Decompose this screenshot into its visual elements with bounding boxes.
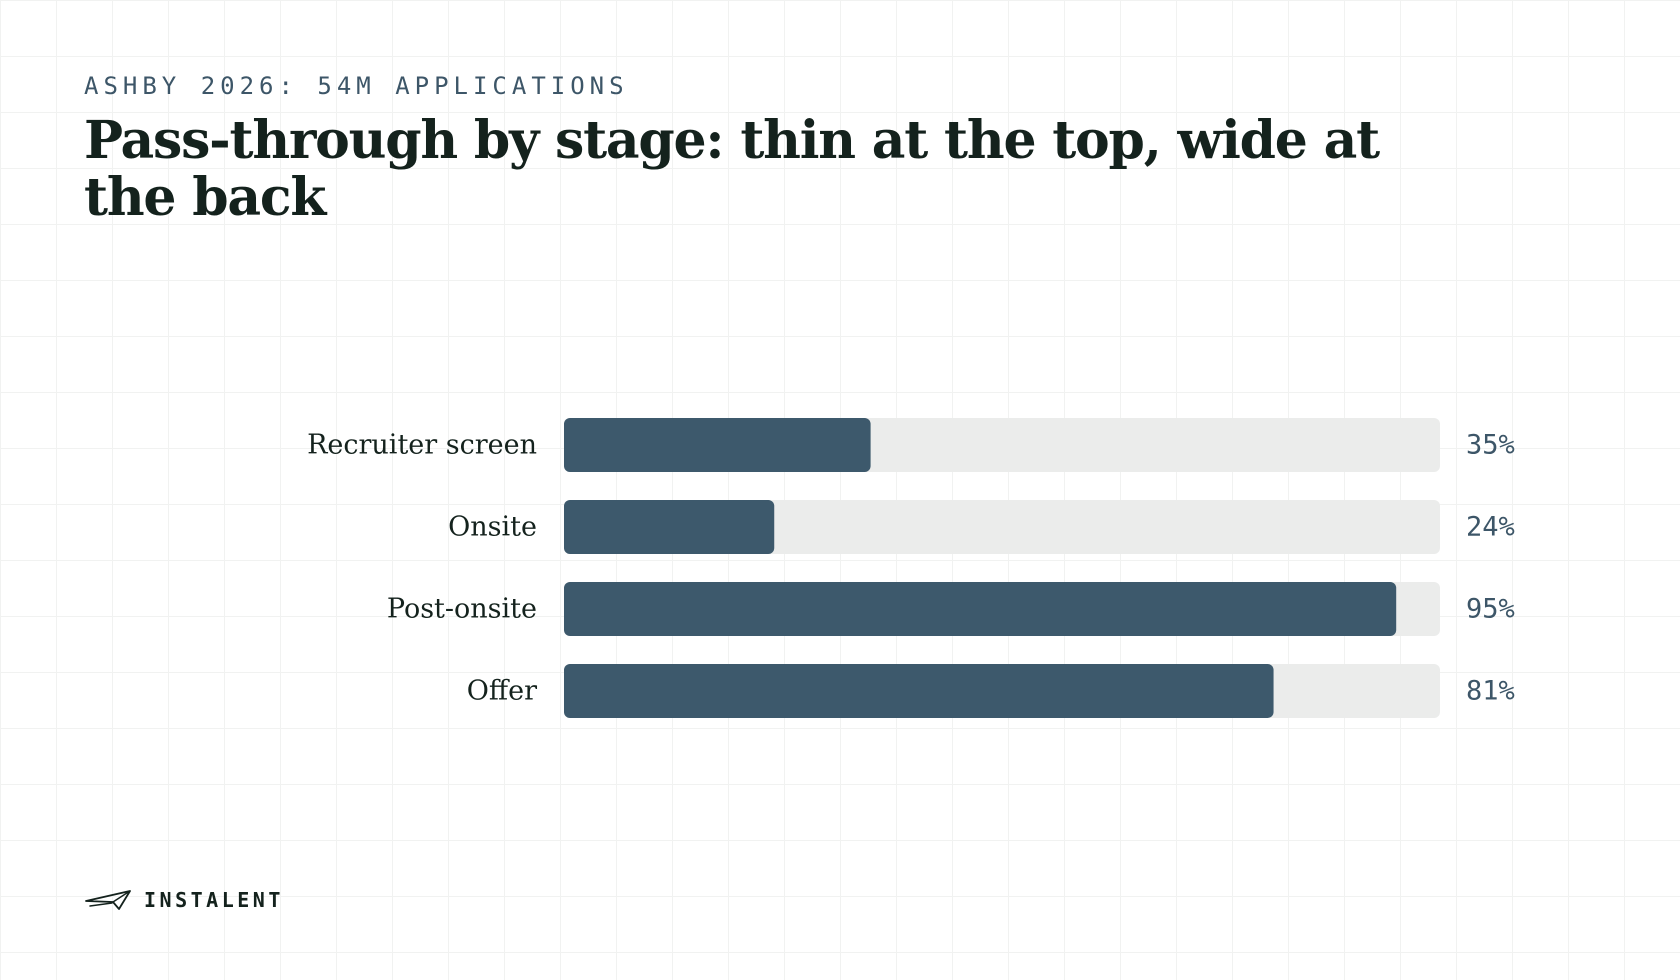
bar (564, 500, 775, 554)
category-label: Onsite (448, 512, 537, 543)
value-label: 95% (1466, 594, 1515, 625)
bar-track (564, 500, 1440, 554)
value-label: 81% (1466, 676, 1515, 707)
brand-name: INSTALENT (144, 888, 284, 912)
category-label: Offer (467, 676, 537, 707)
chart-title: Pass-through by stage: thin at the top, … (84, 110, 1380, 228)
category-label: Post-onsite (387, 594, 537, 625)
value-label: 24% (1466, 512, 1515, 543)
value-label: 35% (1466, 430, 1515, 461)
footer-brand: INSTALENT (84, 886, 284, 914)
bar (564, 418, 871, 472)
paper-plane-logo-icon (84, 886, 132, 914)
bar (564, 664, 1274, 718)
chart-eyebrow: ASHBY 2026: 54M APPLICATIONS (84, 72, 629, 100)
bar (564, 582, 1397, 636)
category-label: Recruiter screen (307, 430, 537, 461)
